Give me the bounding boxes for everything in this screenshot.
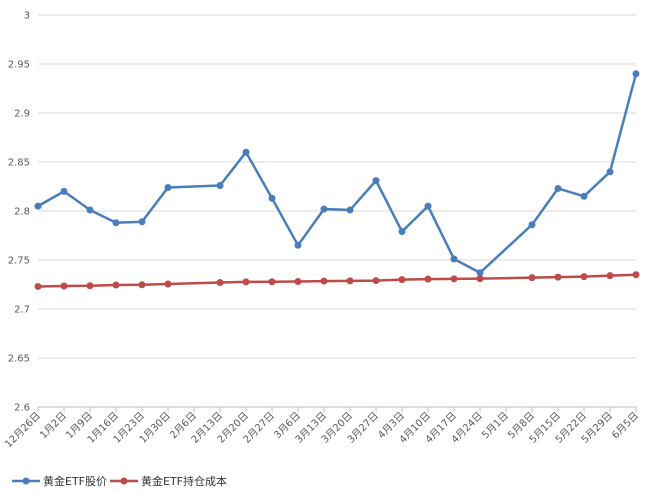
data-point: [112, 281, 120, 289]
data-point: [60, 282, 68, 290]
y-tick-label: 2.7: [14, 305, 30, 316]
legend-item: 黄金ETF持仓成本: [110, 474, 227, 488]
data-point: [424, 275, 432, 283]
data-point: [528, 274, 536, 282]
data-point: [242, 278, 250, 286]
y-tick-label: 2.9: [14, 109, 30, 120]
y-tick-label: 2.6: [14, 403, 30, 414]
data-point: [86, 206, 94, 214]
x-tick-label: 6月5日: [609, 410, 641, 442]
x-tick-label: 1月2日: [37, 410, 69, 442]
y-tick-label: 2.85: [8, 158, 30, 169]
data-point: [320, 277, 328, 285]
y-tick-label: 2.95: [8, 60, 30, 71]
legend-label: 黄金ETF股价: [43, 474, 107, 488]
data-point: [398, 228, 406, 236]
data-point: [580, 192, 588, 200]
data-point: [164, 183, 172, 191]
data-point: [242, 148, 250, 156]
data-point: [606, 272, 614, 280]
data-point: [216, 279, 224, 287]
data-point: [34, 282, 42, 290]
gridlines: [38, 14, 636, 359]
y-axis-tick-labels: 2.6 2.65 2.7 2.75 2.8 2.85 2.9 2.95 3: [8, 11, 30, 414]
data-point: [606, 168, 614, 176]
data-point: [346, 206, 354, 214]
data-point: [372, 177, 380, 185]
legend: 黄金ETF股价 黄金ETF持仓成本: [12, 474, 227, 488]
data-point: [268, 278, 276, 286]
data-point: [632, 70, 640, 78]
y-tick-label: 2.75: [8, 256, 30, 267]
legend-marker: [120, 477, 128, 485]
data-point: [294, 241, 302, 249]
data-point: [138, 218, 146, 226]
x-axis: 12月26日1月2日1月9日1月16日1月23日1月30日2月6日2月13日2月…: [2, 406, 641, 451]
data-point: [554, 184, 562, 192]
data-point: [60, 187, 68, 195]
x-tick-label: 12月26日: [2, 410, 43, 451]
series-line: [37, 273, 637, 288]
data-point: [346, 277, 354, 285]
data-point: [86, 282, 94, 290]
data-point: [450, 255, 458, 263]
data-point: [268, 194, 276, 202]
data-point: [424, 202, 432, 210]
legend-label: 黄金ETF持仓成本: [141, 474, 227, 488]
data-point: [164, 280, 172, 288]
series-lines: [34, 70, 640, 290]
data-point: [580, 273, 588, 281]
data-point: [138, 281, 146, 289]
data-point: [450, 275, 458, 283]
legend-item: 黄金ETF股价: [12, 474, 107, 488]
y-tick-label: 2.8: [14, 207, 30, 218]
series-line: [37, 73, 638, 274]
series-2: [34, 271, 640, 290]
data-point: [528, 221, 536, 229]
y-tick-label: 3: [24, 11, 30, 22]
data-point: [216, 182, 224, 190]
data-point: [632, 271, 640, 279]
data-point: [554, 273, 562, 281]
data-point: [398, 276, 406, 284]
data-point: [294, 278, 302, 286]
data-point: [34, 202, 42, 210]
series-1: [34, 70, 640, 277]
data-point: [372, 277, 380, 285]
y-tick-label: 2.65: [8, 354, 30, 365]
data-point: [476, 275, 484, 283]
data-point: [112, 219, 120, 227]
data-point: [320, 205, 328, 213]
data-point: [476, 269, 484, 277]
x-tick-label: 5月1日: [479, 410, 511, 442]
legend-marker: [22, 477, 30, 485]
